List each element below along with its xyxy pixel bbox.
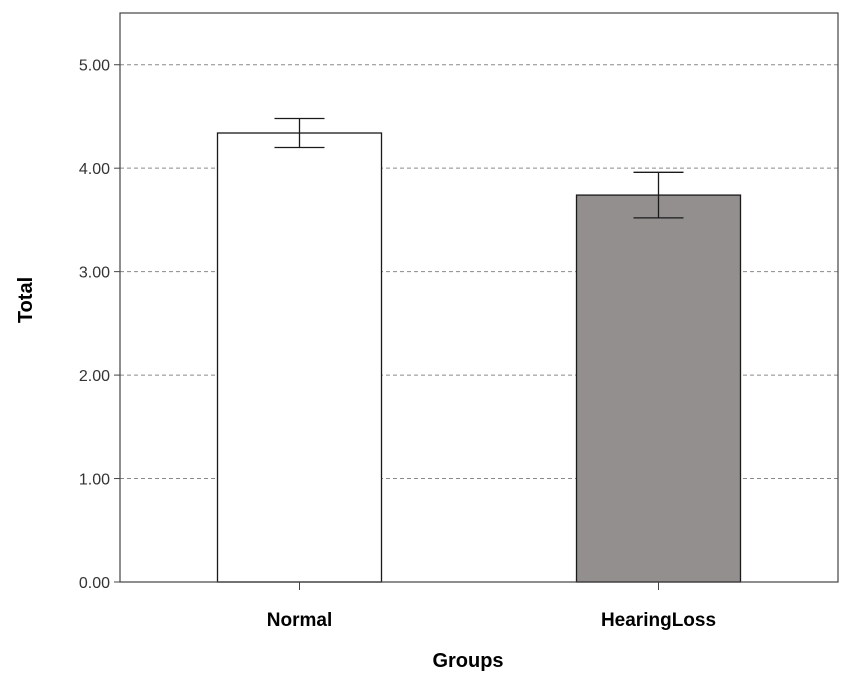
y-tick-label: 5.00 [79, 58, 110, 75]
y-tick-label: 2.00 [79, 368, 110, 385]
y-axis-title: Total [15, 277, 37, 323]
y-tick-label: 1.00 [79, 472, 110, 489]
plot-frame [119, 12, 839, 583]
y-tick-label: 0.00 [79, 575, 110, 592]
x-axis-ticks: Normal HearingLoss [267, 582, 716, 631]
y-tick-label: 3.00 [79, 265, 110, 282]
bar-normal [216, 132, 383, 583]
error-bar-hearingloss [633, 171, 684, 219]
y-axis-ticks: 0.00 1.00 2.00 3.00 4.00 5.00 [79, 58, 120, 592]
error-bar-normal [274, 117, 325, 149]
x-axis-title: Groups [432, 650, 503, 672]
y-tick-label: 4.00 [79, 161, 110, 178]
error-bars [274, 117, 684, 219]
x-tick-label-normal: Normal [267, 610, 332, 631]
bars [216, 132, 742, 583]
x-tick-label-hearingloss: HearingLoss [601, 610, 716, 631]
bar-hearingloss [575, 194, 742, 583]
